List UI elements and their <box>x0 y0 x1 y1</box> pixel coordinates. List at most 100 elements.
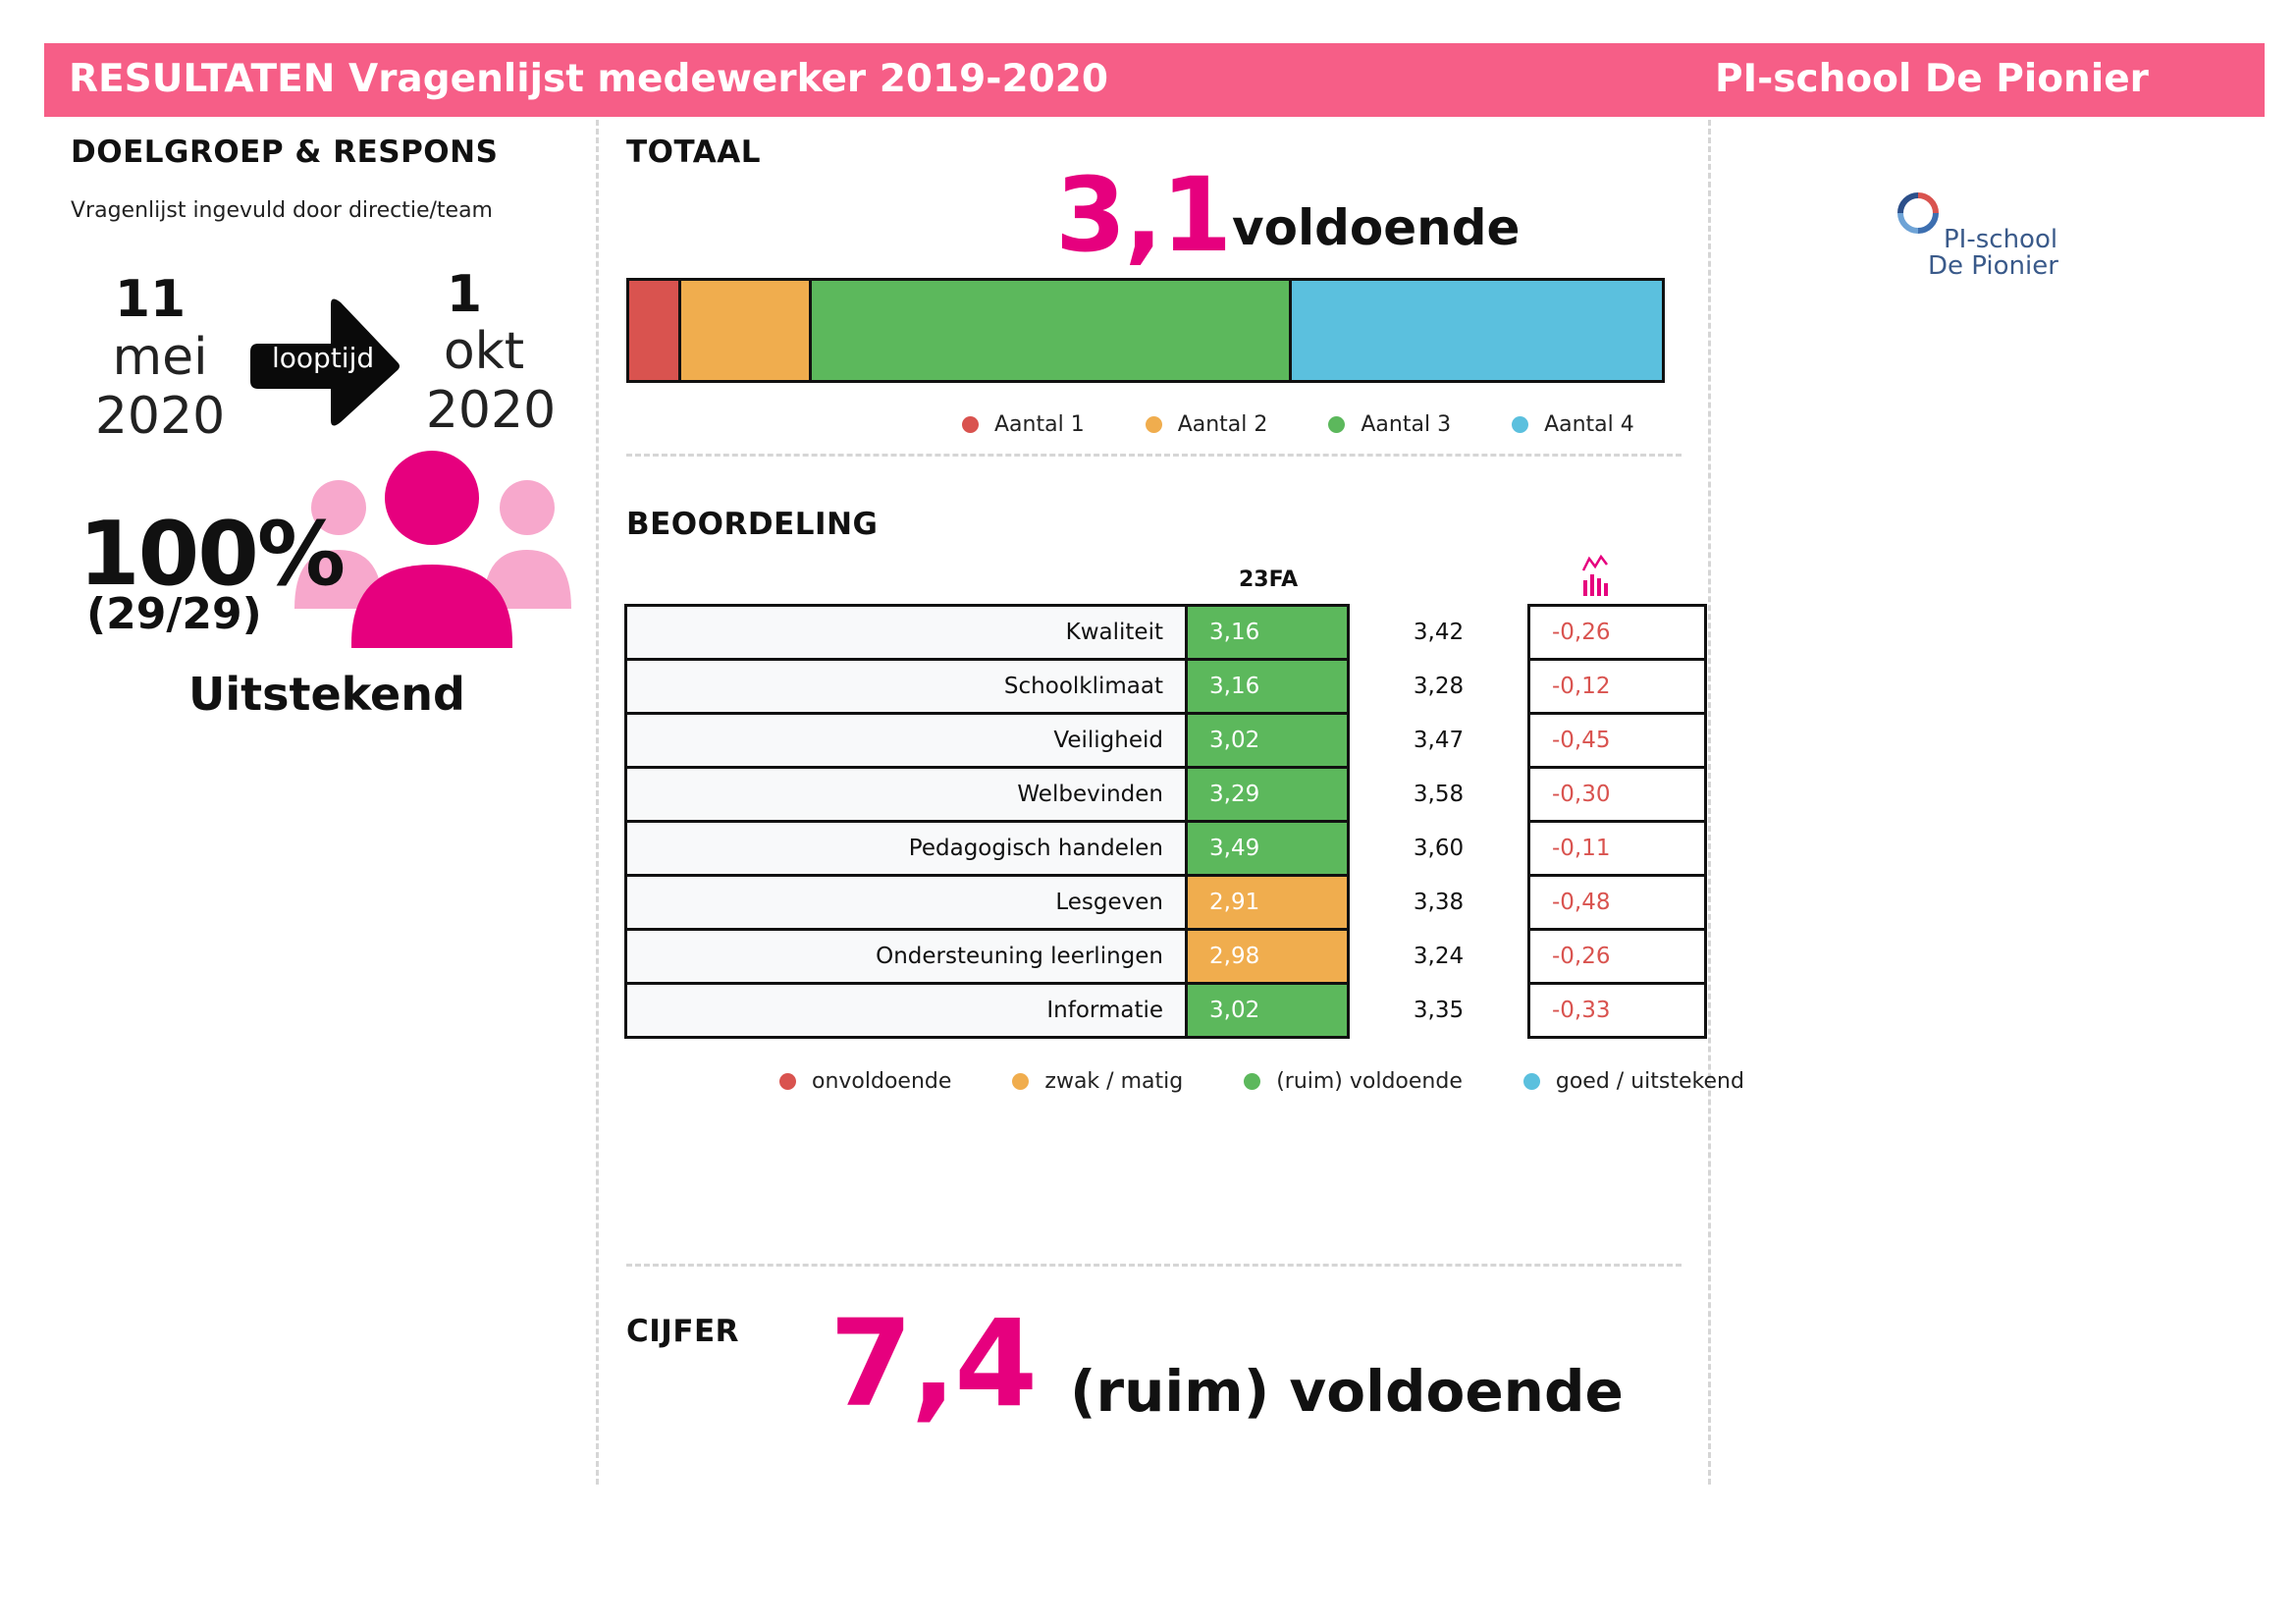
totaal-score-label: voldoende <box>1232 199 1521 256</box>
ratings-table: Kwaliteit 3,16 3,42 -0,26 Schoolklimaat 3,16 3… <box>624 604 1707 1039</box>
bar-segment-3 <box>812 281 1293 380</box>
school-logo: PI-school De Pionier <box>1895 189 2081 288</box>
beoordeling-legend-dot-icon <box>1012 1073 1030 1090</box>
row-difference: -0,33 <box>1527 982 1707 1039</box>
totaal-legend-dot-icon <box>1512 416 1529 433</box>
beoordeling-legend-item: (ruim) voldoende <box>1244 1069 1463 1094</box>
row-benchmark: 3,47 <box>1413 728 1465 753</box>
row-score: 3,49 <box>1185 820 1350 877</box>
doelgroep-subtitle: Vragenlijst ingevuld door directie/team <box>71 198 493 223</box>
row-gap <box>1349 768 1368 822</box>
divider-totaal <box>626 454 1682 457</box>
row-label: Pedagogisch handelen <box>624 820 1188 877</box>
bar-segment-4 <box>1292 281 1662 380</box>
beoordeling-legend: onvoldoende zwak / matig (ruim) voldoende g… <box>779 1069 1744 1094</box>
row-difference: -0,48 <box>1527 874 1707 931</box>
totaal-legend-item: Aantal 3 <box>1328 412 1451 437</box>
row-label: Veiligheid <box>624 712 1188 769</box>
row-benchmark: 3,60 <box>1413 836 1465 861</box>
bar-segment-2 <box>680 281 813 380</box>
row-label: Informatie <box>624 982 1188 1039</box>
totaal-legend-dot-icon <box>962 416 979 433</box>
end-year: 2020 <box>425 381 557 440</box>
cijfer-score: 7,4 <box>829 1294 1038 1434</box>
beoordeling-legend-dot-icon <box>779 1073 796 1090</box>
table-row: Pedagogisch handelen 3,49 3,60 -0,11 <box>624 820 1707 877</box>
row-difference: -0,30 <box>1527 766 1707 823</box>
beoordeling-legend-dot-icon <box>1522 1073 1540 1090</box>
totaal-legend: Aantal 1 Aantal 2 Aantal 3 Aantal 4 <box>962 412 1634 437</box>
row-gap <box>1349 984 1368 1038</box>
response-percentage: 100% <box>79 503 346 606</box>
start-year: 2020 <box>94 387 226 446</box>
row-gap <box>1349 930 1368 984</box>
totaal-title: TOTAAL <box>626 135 761 170</box>
row-benchmark: 3,28 <box>1413 674 1465 699</box>
row-gap <box>1510 660 1529 714</box>
row-label: Lesgeven <box>624 874 1188 931</box>
group-icon <box>294 447 579 653</box>
row-gap <box>1510 930 1529 984</box>
end-month: okt <box>443 322 525 381</box>
totaal-legend-label: Aantal 1 <box>994 412 1085 437</box>
row-benchmark: 3,24 <box>1413 944 1465 969</box>
row-gap <box>1510 714 1529 768</box>
doelgroep-title: DOELGROEP & RESPONS <box>71 135 499 170</box>
row-gap <box>1349 876 1368 930</box>
start-day: 11 <box>114 270 187 329</box>
col-group-label: 23FA <box>1239 568 1299 592</box>
beoordeling-legend-item: zwak / matig <box>1012 1069 1183 1094</box>
table-row: Veiligheid 3,02 3,47 -0,45 <box>624 712 1707 769</box>
divider-right <box>1708 120 1711 1485</box>
divider-cijfer <box>626 1264 1682 1267</box>
row-benchmark: 3,42 <box>1413 620 1465 645</box>
row-gap <box>1349 606 1368 660</box>
row-gap <box>1510 876 1529 930</box>
row-gap <box>1510 822 1529 876</box>
table-row: Ondersteuning leerlingen 2,98 3,24 -0,26 <box>624 928 1707 985</box>
row-gap <box>1510 606 1529 660</box>
row-gap <box>1510 768 1529 822</box>
row-score: 3,16 <box>1185 604 1350 661</box>
end-day: 1 <box>446 265 483 324</box>
row-benchmark: 3,38 <box>1413 890 1465 915</box>
row-label: Kwaliteit <box>624 604 1188 661</box>
row-label: Schoolklimaat <box>624 658 1188 715</box>
row-gap <box>1349 714 1368 768</box>
beoordeling-legend-dot-icon <box>1244 1073 1261 1090</box>
row-score: 3,16 <box>1185 658 1350 715</box>
row-benchmark: 3,35 <box>1413 998 1465 1023</box>
row-label: Ondersteuning leerlingen <box>624 928 1188 985</box>
row-gap <box>1349 822 1368 876</box>
row-difference: -0,11 <box>1527 820 1707 877</box>
beoordeling-legend-label: (ruim) voldoende <box>1276 1069 1463 1094</box>
cijfer-score-label: (ruim) voldoende <box>1070 1358 1624 1425</box>
beoordeling-title: BEOORDELING <box>626 507 879 542</box>
row-score: 2,91 <box>1185 874 1350 931</box>
response-count: (29/29) <box>86 589 262 639</box>
beoordeling-legend-item: goed / uitstekend <box>1522 1069 1744 1094</box>
row-difference: -0,26 <box>1527 928 1707 985</box>
row-gap <box>1510 984 1529 1038</box>
row-score: 3,02 <box>1185 982 1350 1039</box>
divider-left <box>596 120 599 1485</box>
totaal-stacked-bar <box>626 278 1665 383</box>
trend-chart-icon <box>1580 553 1610 597</box>
row-score: 3,29 <box>1185 766 1350 823</box>
start-month: mei <box>112 328 208 387</box>
cijfer-title: CIJFER <box>626 1314 740 1349</box>
beoordeling-legend-label: onvoldoende <box>812 1069 952 1094</box>
totaal-score: 3,1 <box>1055 155 1232 275</box>
totaal-legend-item: Aantal 2 <box>1145 412 1268 437</box>
beoordeling-legend-item: onvoldoende <box>779 1069 951 1094</box>
totaal-legend-item: Aantal 4 <box>1512 412 1634 437</box>
row-difference: -0,26 <box>1527 604 1707 661</box>
row-gap <box>1349 660 1368 714</box>
table-row: Schoolklimaat 3,16 3,28 -0,12 <box>624 658 1707 715</box>
table-row: Kwaliteit 3,16 3,42 -0,26 <box>624 604 1707 661</box>
totaal-legend-label: Aantal 2 <box>1177 412 1268 437</box>
bar-segment-1 <box>629 281 681 380</box>
school-name: PI-school De Pionier <box>1715 57 2149 101</box>
totaal-legend-item: Aantal 1 <box>962 412 1085 437</box>
row-benchmark: 3,58 <box>1413 782 1465 807</box>
